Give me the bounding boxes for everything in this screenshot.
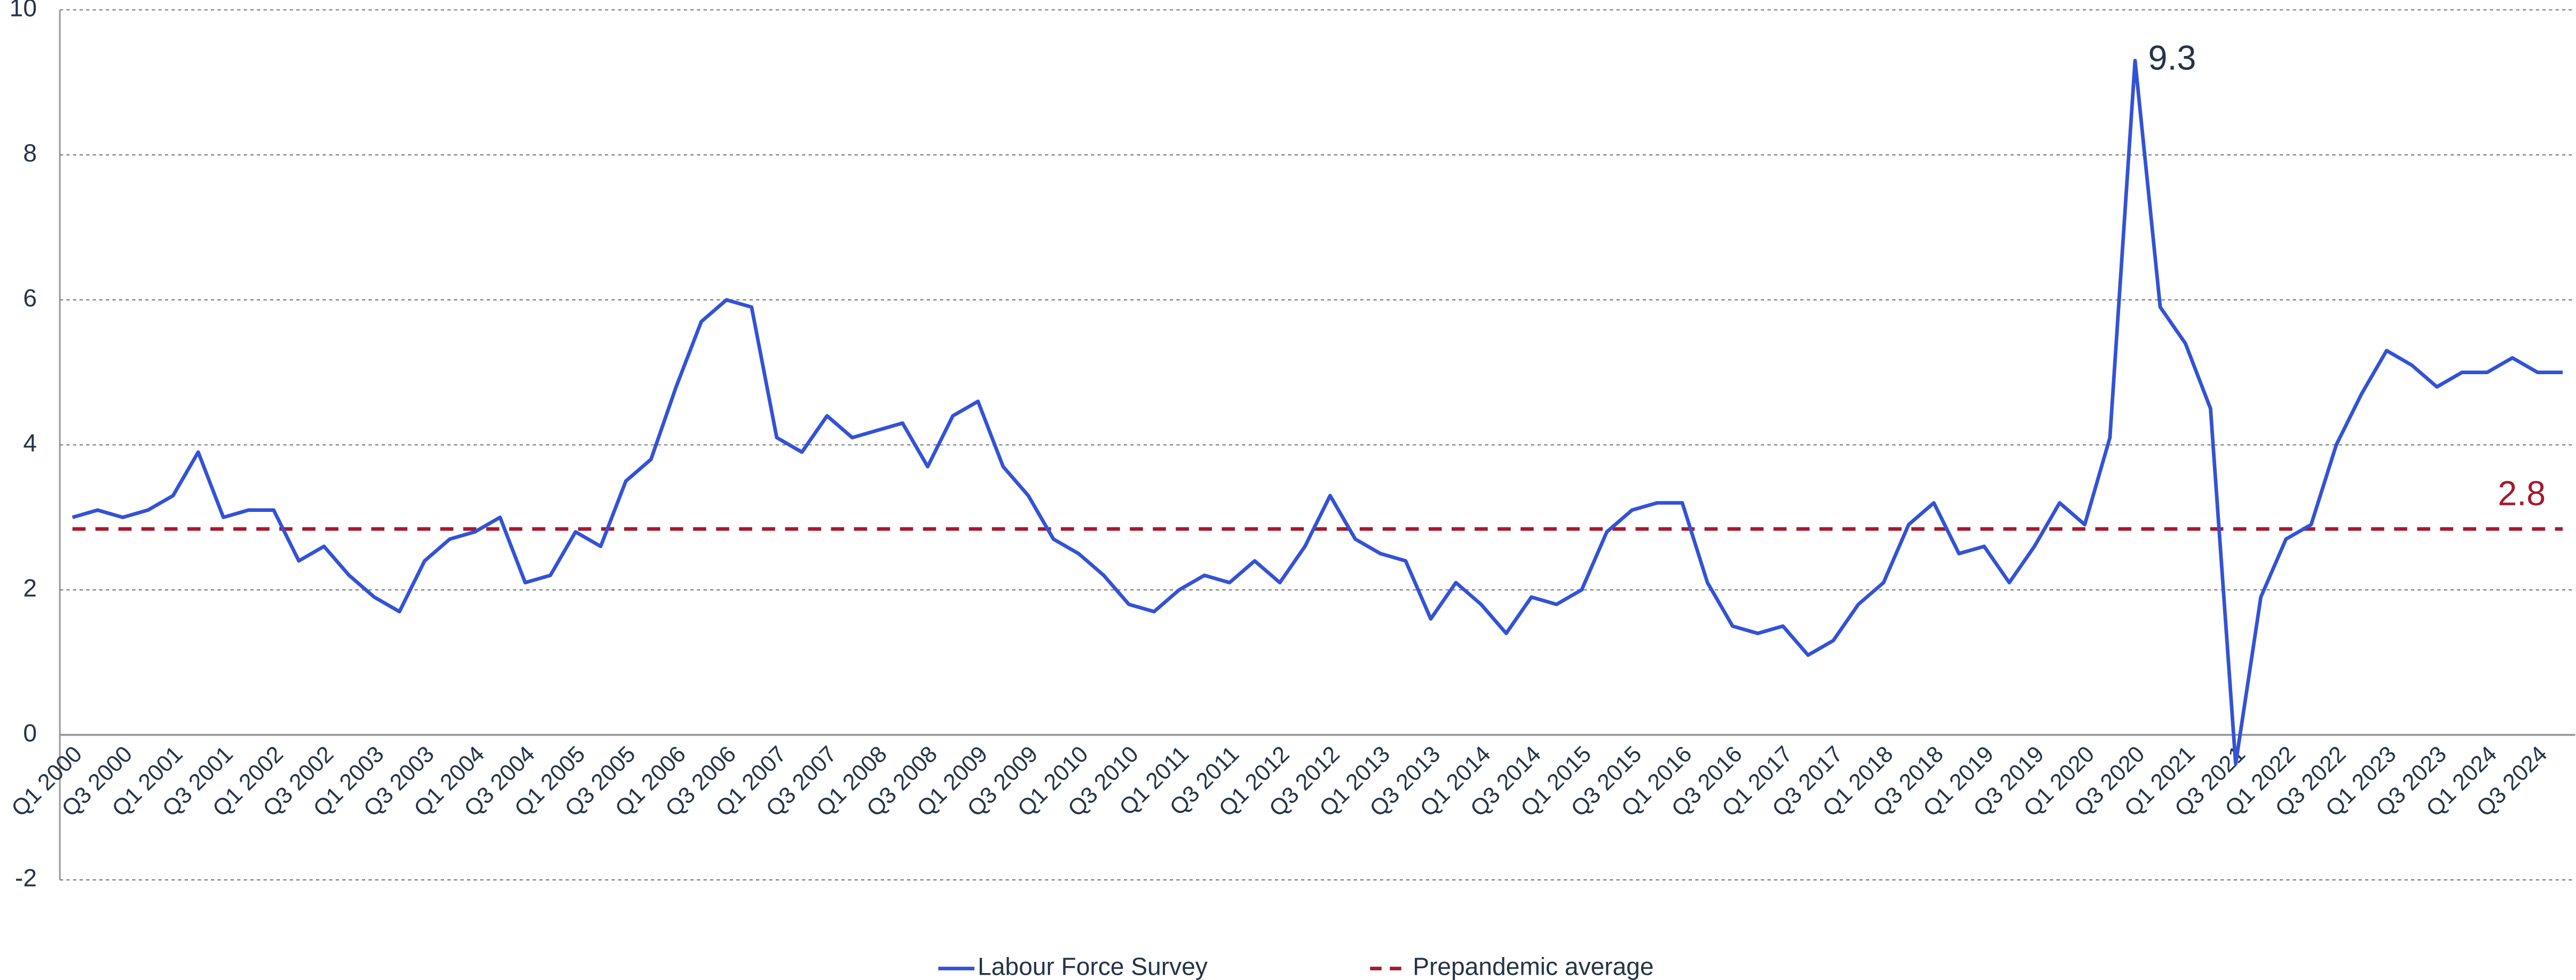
y-tick-label: 8 [23, 139, 37, 167]
y-tick-label: 4 [23, 429, 37, 457]
y-tick-label: 6 [23, 284, 37, 312]
data-label: 9.3 [2148, 39, 2196, 77]
data-line [72, 59, 2563, 766]
y-tick-label: -2 [15, 864, 37, 892]
legend-label: Prepandemic average [1413, 953, 1653, 980]
legend-label: Labour Force Survey [978, 953, 1208, 980]
reference-label: 2.8 [2498, 475, 2546, 513]
y-tick-label: 2 [23, 574, 37, 602]
y-tick-label: 0 [23, 719, 37, 747]
y-tick-label: 10 [10, 0, 37, 22]
